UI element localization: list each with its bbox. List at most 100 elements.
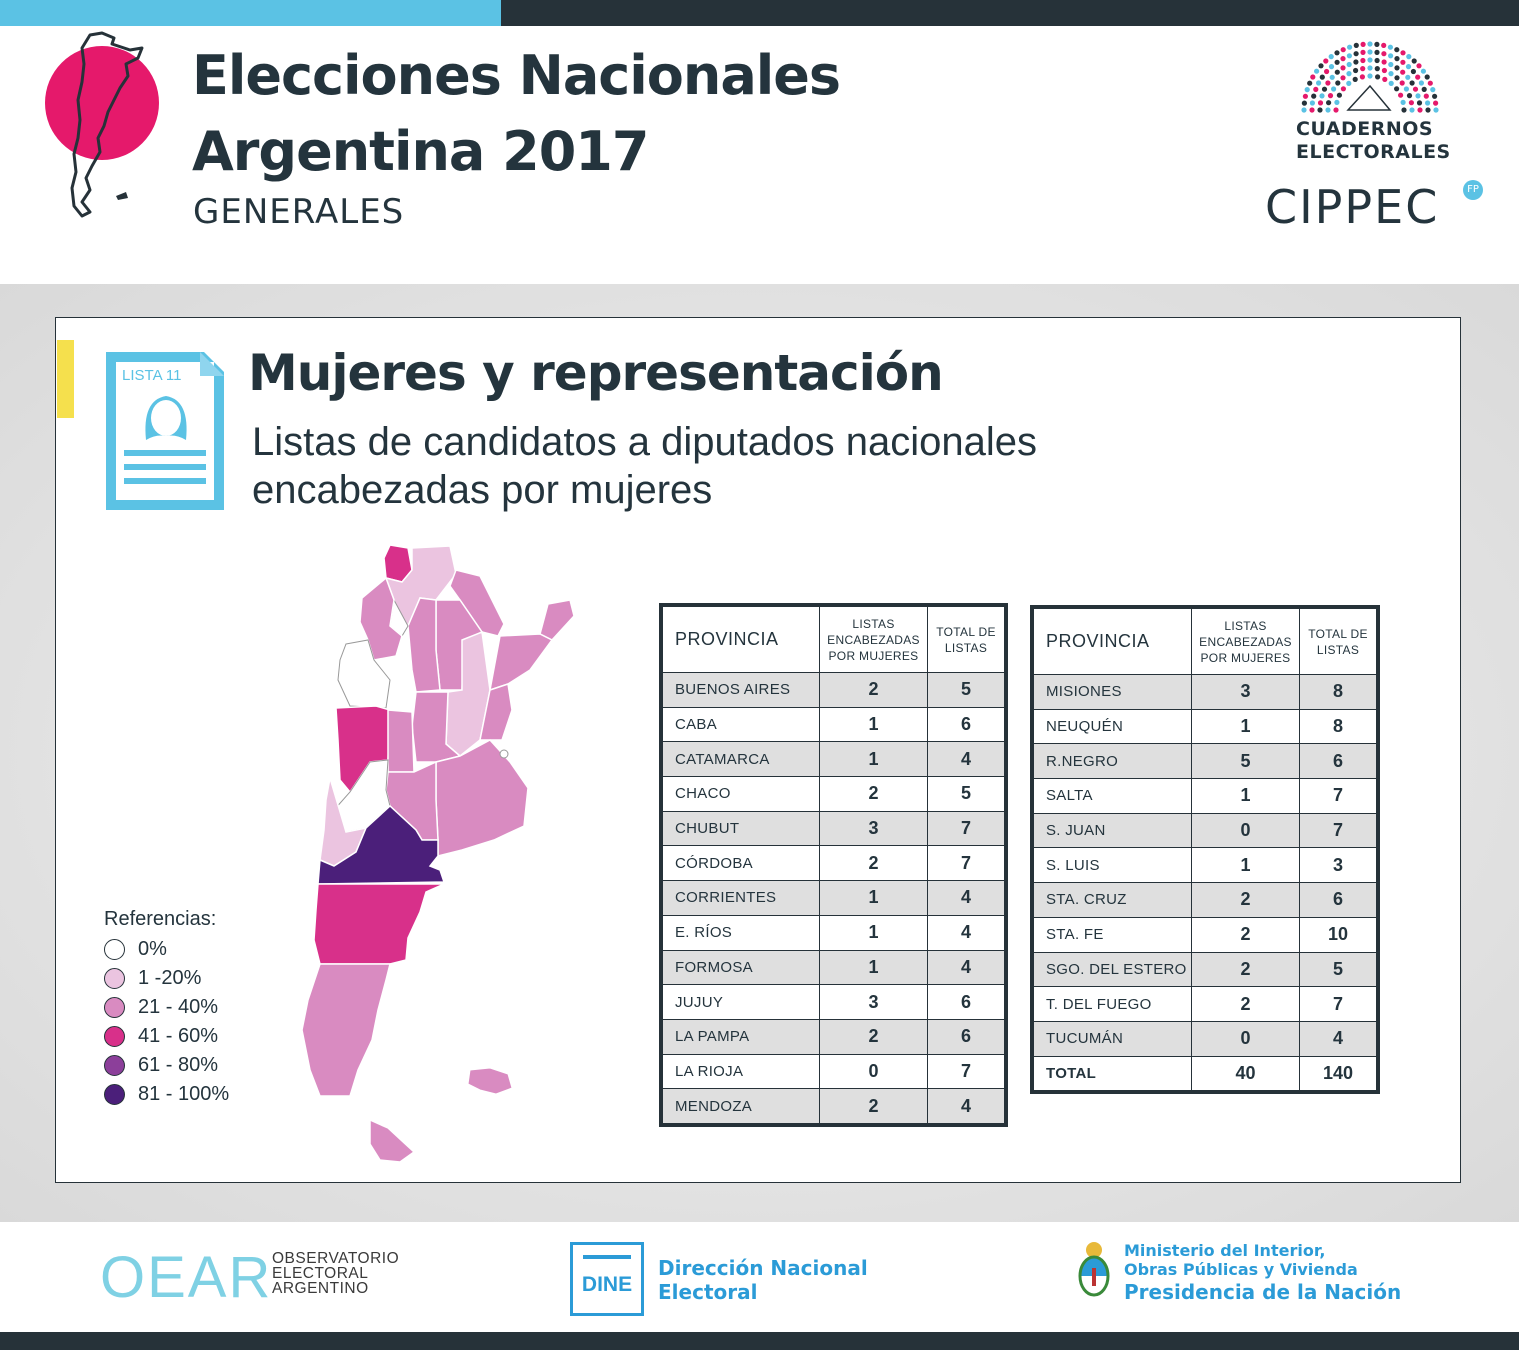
cell-total: 6: [927, 1018, 1005, 1055]
cell-provincia: CABA: [662, 706, 820, 743]
cell-provincia: TUCUMÁN: [1033, 1020, 1192, 1057]
cell-provincia: S. LUIS: [1033, 847, 1192, 884]
cell-total: 4: [927, 880, 1005, 916]
table-provinces-right: PROVINCIA LISTAS ENCABEZADAS POR MUJERES…: [1030, 605, 1380, 1095]
cell-mujeres: 2: [819, 672, 928, 708]
legend-label: 41 - 60%: [138, 1025, 219, 1047]
hdr-listas-l3: POR MUJERES: [828, 648, 919, 663]
legend-item: 0%: [104, 935, 229, 964]
bottom-bar: [0, 1332, 1519, 1350]
table-row: STA. FE 2 10: [1033, 916, 1377, 953]
table-row: CORRIENTES 1 4: [662, 880, 1005, 916]
cell-mujeres: 0: [1191, 812, 1300, 849]
parliament-dots-logo: [1301, 41, 1439, 113]
cell-total: 7: [927, 1053, 1005, 1090]
cell-total: 4: [927, 949, 1005, 986]
table-row: CHUBUT 3 7: [662, 810, 1005, 847]
cell-total: 6: [927, 984, 1005, 1020]
cell-mujeres: 2: [1191, 951, 1300, 988]
cell-provincia: CHUBUT: [662, 810, 820, 847]
table-row: E. RÍOS 1 4: [662, 914, 1005, 951]
cell-mujeres: 1: [819, 914, 928, 951]
header: [0, 26, 1519, 284]
cell-total: 5: [927, 672, 1005, 708]
hdr-listas-l1: LISTAS: [1224, 618, 1267, 633]
map-tierra-fuego: [369, 1118, 416, 1163]
candidate-list-icon: LISTA 11: [106, 352, 224, 510]
map-rio-negro: [317, 804, 446, 885]
table-row: TUCUMÁN 0 4: [1033, 1020, 1377, 1057]
table-row: T. DEL FUEGO 2 7: [1033, 986, 1377, 1022]
section-subtitle-line-2: encabezadas por mujeres: [252, 468, 713, 512]
cell-provincia: LA RIOJA: [662, 1053, 820, 1090]
cell-mujeres: 1: [819, 949, 928, 986]
page-title: Elecciones Nacionales Argentina 2017: [192, 38, 841, 190]
table-row: CATAMARCA 1 4: [662, 741, 1005, 778]
title-line-1: Elecciones Nacionales: [192, 44, 841, 107]
cell-mujeres: 5: [1191, 743, 1300, 780]
cell-total: 6: [1299, 743, 1377, 780]
map-legend: Referencias: 0% 1 -20% 21 - 40% 41 - 60% 61 …: [104, 908, 229, 1109]
legend-swatch: [104, 939, 125, 960]
cell-provincia: SALTA: [1033, 778, 1192, 814]
cell-provincia: LA PAMPA: [662, 1018, 820, 1055]
table-row: LA RIOJA 0 7: [662, 1053, 1005, 1090]
legend-item: 61 - 80%: [104, 1051, 229, 1080]
hdr-listas-l2: ENCABEZADAS: [1199, 634, 1292, 649]
footer: [0, 1222, 1519, 1332]
top-bar: [0, 0, 1519, 26]
cell-mujeres: 2: [1191, 916, 1300, 953]
legend-label: 21 - 40%: [138, 996, 219, 1018]
hdr-listas-l3: POR MUJERES: [1200, 650, 1291, 665]
table-total-row: TOTAL 40 140: [1033, 1055, 1377, 1092]
oear-line-1: OBSERVATORIO: [272, 1250, 400, 1267]
cell-provincia: CHACO: [662, 776, 820, 812]
table-row: R.NEGRO 5 6: [1033, 743, 1377, 780]
cell-mujeres: 1: [1191, 847, 1300, 884]
legend-title: Referencias:: [104, 908, 217, 930]
table-row: SALTA 1 7: [1033, 778, 1377, 814]
legend-swatch: [104, 997, 125, 1018]
cell-provincia: CATAMARCA: [662, 741, 820, 778]
oear-logo: OEAR: [100, 1245, 273, 1310]
cell-provincia: STA. CRUZ: [1033, 882, 1192, 918]
total-total: 140: [1299, 1055, 1377, 1092]
map-san-luis: [387, 709, 415, 773]
table-row: CHACO 2 5: [662, 776, 1005, 812]
dine-line-1: Dirección Nacional: [658, 1256, 868, 1280]
map-santa-cruz: [301, 963, 391, 1097]
ministerio-text: Ministerio del Interior, Obras Públicas …: [1124, 1241, 1401, 1305]
table-provinces-left: PROVINCIA LISTAS ENCABEZADAS POR MUJERES…: [659, 603, 1008, 1127]
cell-total: 4: [1299, 1020, 1377, 1057]
section-title: Mujeres y representación: [248, 344, 944, 402]
table-row: S. JUAN 0 7: [1033, 812, 1377, 849]
cippec-logo: CIPPEC: [1265, 180, 1440, 234]
cell-mujeres: 2: [819, 1088, 928, 1124]
hdr-total-l2: LISTAS: [1316, 642, 1360, 657]
ministerio-line-1: Ministerio del Interior,: [1124, 1241, 1326, 1260]
cell-total: 5: [1299, 951, 1377, 988]
top-bar-accent: [0, 0, 501, 26]
cell-provincia: T. DEL FUEGO: [1033, 986, 1192, 1022]
cell-provincia: CORRIENTES: [662, 880, 820, 916]
cuadernos-line-2: ELECTORALES: [1296, 141, 1451, 163]
page-subtitle: GENERALES: [193, 192, 405, 232]
cell-provincia: R.NEGRO: [1033, 743, 1192, 780]
legend-item: 21 - 40%: [104, 993, 229, 1022]
cell-total: 8: [1299, 674, 1377, 710]
dine-logo: DINE: [570, 1242, 644, 1316]
map-catamarca: [359, 576, 403, 661]
cell-mujeres: 1: [819, 706, 928, 743]
cippec-badge: FP: [1463, 180, 1483, 200]
map-caba: [499, 749, 509, 759]
legend-item: 1 -20%: [104, 964, 229, 993]
col-header-listas-mujeres: LISTAS ENCABEZADAS POR MUJERES: [1191, 608, 1300, 675]
cell-provincia: BUENOS AIRES: [662, 672, 820, 708]
cell-total: 6: [1299, 882, 1377, 918]
cell-total: 7: [1299, 778, 1377, 814]
cell-mujeres: 3: [819, 810, 928, 847]
hdr-total-l2: LISTAS: [944, 640, 988, 655]
table-row: CÓRDOBA 2 7: [662, 845, 1005, 882]
dine-text: Dirección Nacional Electoral: [658, 1256, 868, 1304]
national-coat-of-arms-icon: [1078, 1242, 1110, 1297]
